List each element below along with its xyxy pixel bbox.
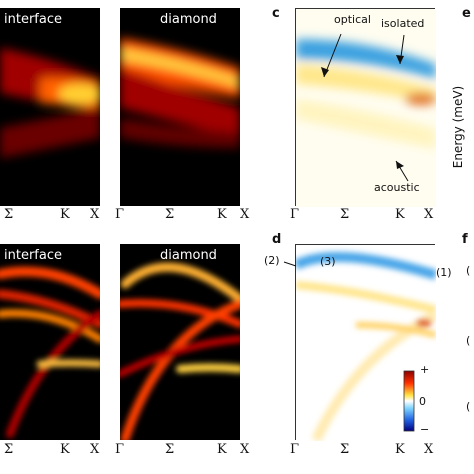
panel-letter-d: d bbox=[272, 232, 282, 247]
axis-label-energy: Energy (meV) bbox=[451, 85, 465, 169]
xtick-x-c: X bbox=[424, 207, 434, 222]
xtick-x-h: X bbox=[240, 442, 250, 457]
xtick-sigma-d: Σ bbox=[340, 442, 350, 457]
difference-map-d: + 0 − (3) bbox=[293, 244, 439, 443]
panel-letter-f: f bbox=[462, 232, 468, 247]
interface-spectral-map-top: interface bbox=[0, 8, 100, 206]
heatmap-diamond-top bbox=[120, 8, 240, 206]
heatmap-difference-d bbox=[293, 245, 439, 443]
panel-title-diamond-bottom: diamond bbox=[160, 248, 217, 263]
xtick-sigma-g: Σ bbox=[4, 442, 14, 457]
panel-letter-e: e bbox=[462, 6, 471, 21]
xtick-k-c: K bbox=[395, 207, 405, 222]
xtick-gamma-d: Γ bbox=[290, 442, 300, 457]
panel-title-diamond-top: diamond bbox=[160, 12, 217, 27]
label-2: (2) bbox=[264, 254, 280, 267]
heatmap-diamond-bottom bbox=[120, 244, 240, 440]
annotation-optical: optical bbox=[334, 13, 371, 26]
label-1: (1) bbox=[436, 266, 452, 279]
arrows-d bbox=[283, 256, 310, 267]
annotation-acoustic: acoustic bbox=[374, 181, 420, 194]
xtick-x-d: X bbox=[424, 442, 434, 457]
xtick-x-a: X bbox=[90, 207, 100, 222]
diamond-spectral-map-bottom: diamond bbox=[120, 244, 240, 440]
xtick-k-g: K bbox=[60, 442, 70, 457]
xtick-k-b: K bbox=[217, 207, 227, 222]
diamond-spectral-map-top: diamond bbox=[120, 8, 240, 206]
xtick-gamma-b: Γ bbox=[115, 207, 125, 222]
label-3: (3) bbox=[320, 255, 336, 268]
xtick-k-a: K bbox=[60, 207, 70, 222]
label-f-2: ( bbox=[466, 334, 471, 347]
heatmap-difference-c bbox=[296, 9, 437, 207]
xtick-gamma-h: Γ bbox=[115, 442, 125, 457]
xtick-sigma-b: Σ bbox=[165, 207, 175, 222]
xtick-x-b: X bbox=[240, 207, 250, 222]
panel-title-interface-bottom: interface bbox=[4, 248, 62, 263]
xtick-k-d: K bbox=[395, 442, 405, 457]
xtick-sigma-a: Σ bbox=[4, 207, 14, 222]
xtick-x-g: X bbox=[90, 442, 100, 457]
difference-map-c: optical isolated acoustic bbox=[295, 8, 437, 207]
heatmap-interface-top bbox=[0, 8, 100, 206]
interface-spectral-map-bottom: interface bbox=[0, 244, 100, 440]
xtick-k-h: K bbox=[217, 442, 227, 457]
heatmap-interface-bottom bbox=[0, 244, 100, 440]
panel-letter-c: c bbox=[272, 6, 280, 21]
label-f-3: ( bbox=[466, 400, 471, 413]
panel-title-interface-top: interface bbox=[4, 12, 62, 27]
xtick-gamma-c: Γ bbox=[290, 207, 300, 222]
xtick-sigma-h: Σ bbox=[165, 442, 175, 457]
annotation-isolated: isolated bbox=[381, 17, 425, 30]
xtick-sigma-c: Σ bbox=[340, 207, 350, 222]
colorbar-mid: 0 bbox=[419, 395, 426, 408]
label-f-1: ( bbox=[466, 264, 471, 277]
colorbar-max: + bbox=[420, 363, 430, 376]
colorbar-min: − bbox=[420, 423, 430, 436]
